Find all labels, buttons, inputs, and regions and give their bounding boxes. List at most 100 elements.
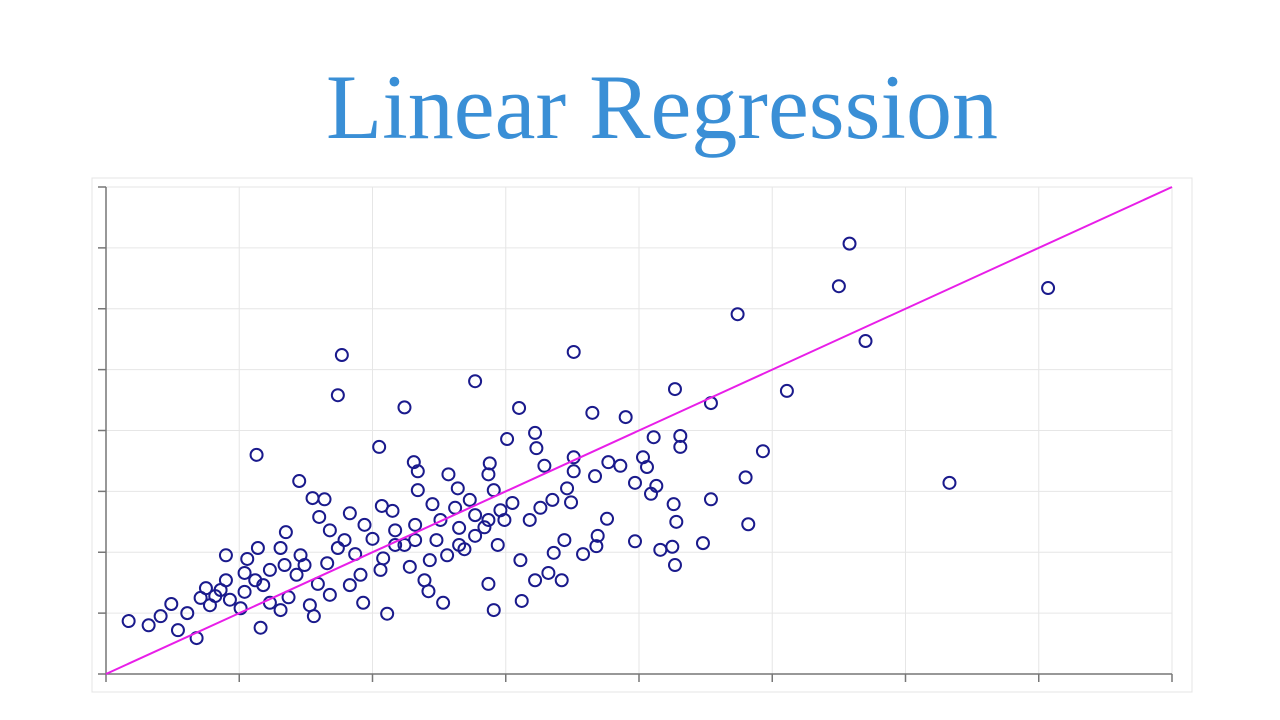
scatter-point bbox=[730, 307, 745, 322]
chart-title: Linear Regression bbox=[326, 56, 998, 158]
scatter-point bbox=[468, 528, 483, 543]
scatter-point bbox=[669, 514, 684, 529]
scatter-point bbox=[388, 523, 403, 538]
scatter-point bbox=[353, 567, 368, 582]
scatter-point bbox=[468, 508, 483, 523]
scatter-point bbox=[628, 475, 643, 490]
scatter-point bbox=[452, 520, 467, 535]
scatter-point bbox=[667, 382, 682, 397]
regression-line bbox=[105, 186, 1173, 675]
scatter-point bbox=[249, 447, 264, 462]
scatter-point bbox=[240, 551, 255, 566]
scatter-point bbox=[450, 481, 465, 496]
scatter-point bbox=[302, 598, 317, 613]
scatter-point bbox=[374, 498, 389, 513]
scatter-point bbox=[589, 539, 604, 554]
scatter-point bbox=[320, 556, 335, 571]
scatter-point bbox=[653, 542, 668, 557]
scatter-point bbox=[334, 348, 349, 363]
scatter-point bbox=[529, 441, 544, 456]
scatter-point bbox=[342, 578, 357, 593]
scatter-point bbox=[741, 517, 756, 532]
scatter-point bbox=[643, 486, 658, 501]
scatter-point bbox=[738, 470, 753, 485]
scatter-point bbox=[250, 540, 265, 555]
scatter-point bbox=[202, 598, 217, 613]
scatter-point bbox=[305, 491, 320, 506]
scatter-point bbox=[180, 606, 195, 621]
scatter-point bbox=[322, 523, 337, 538]
scatter-point bbox=[554, 573, 569, 588]
scatter-point bbox=[695, 536, 710, 551]
scatter-point bbox=[541, 565, 556, 580]
scatter-point bbox=[493, 503, 508, 518]
scatter-point bbox=[505, 495, 520, 510]
scatter-point bbox=[429, 533, 444, 548]
scatter-point bbox=[289, 567, 304, 582]
scatter-point bbox=[277, 558, 292, 573]
scatter-point bbox=[646, 430, 661, 445]
scatter-point bbox=[600, 511, 615, 526]
scatter-point bbox=[942, 475, 957, 490]
scatter-point bbox=[512, 400, 527, 415]
scatter-point bbox=[440, 548, 455, 563]
scatter-point bbox=[365, 531, 380, 546]
scatter-point bbox=[755, 444, 770, 459]
scatter-point bbox=[533, 500, 548, 515]
scatter-point bbox=[566, 464, 581, 479]
scatter-point bbox=[500, 432, 515, 447]
scatter-point bbox=[673, 428, 688, 443]
scatter-point bbox=[237, 584, 252, 599]
scatter-point bbox=[514, 593, 529, 608]
scatter-point bbox=[141, 618, 156, 633]
scatter-point bbox=[564, 495, 579, 510]
scatter-point bbox=[425, 497, 440, 512]
scatter-point bbox=[397, 400, 412, 415]
scatter-point bbox=[639, 460, 654, 475]
scatter-point bbox=[233, 601, 248, 616]
scatter-point bbox=[121, 614, 136, 629]
scatter-point bbox=[218, 548, 233, 563]
scatter-point bbox=[545, 492, 560, 507]
scatter-point bbox=[528, 425, 543, 440]
scatter-point bbox=[433, 512, 448, 527]
scatter-point bbox=[522, 512, 537, 527]
scatter-point bbox=[618, 410, 633, 425]
scatter-point bbox=[666, 497, 681, 512]
scatter-point bbox=[342, 506, 357, 521]
scatter-point bbox=[237, 565, 252, 580]
scatter-point bbox=[170, 623, 185, 638]
scatter-point bbox=[546, 545, 561, 560]
scatter-point bbox=[273, 603, 288, 618]
scatter-point bbox=[588, 469, 603, 484]
scatter-point bbox=[842, 236, 857, 251]
scatter-point bbox=[322, 587, 337, 602]
scatter-point bbox=[248, 573, 263, 588]
scatter-point bbox=[528, 573, 543, 588]
scatter-point bbox=[253, 620, 268, 635]
scatter-point bbox=[417, 573, 432, 588]
scatter-point bbox=[193, 590, 208, 605]
scatter-point bbox=[357, 517, 372, 532]
scatter-point bbox=[673, 439, 688, 454]
scatter-point bbox=[273, 540, 288, 555]
scatter-point bbox=[372, 439, 387, 454]
scatter-point bbox=[452, 537, 467, 552]
scatter-point bbox=[402, 559, 417, 574]
scatter-point bbox=[462, 492, 477, 507]
scatter-point bbox=[537, 458, 552, 473]
scatter-point bbox=[380, 606, 395, 621]
scatter-point bbox=[436, 595, 451, 610]
scatter-point bbox=[213, 582, 228, 597]
scatter-point bbox=[831, 279, 846, 294]
scatter-point bbox=[513, 553, 528, 568]
scatter-point bbox=[292, 474, 307, 489]
scatter-point bbox=[557, 533, 572, 548]
scatter-point bbox=[486, 603, 501, 618]
scatter-point bbox=[408, 533, 423, 548]
scatter-point bbox=[312, 509, 327, 524]
scatter-point bbox=[408, 517, 423, 532]
scatter-point bbox=[222, 592, 237, 607]
